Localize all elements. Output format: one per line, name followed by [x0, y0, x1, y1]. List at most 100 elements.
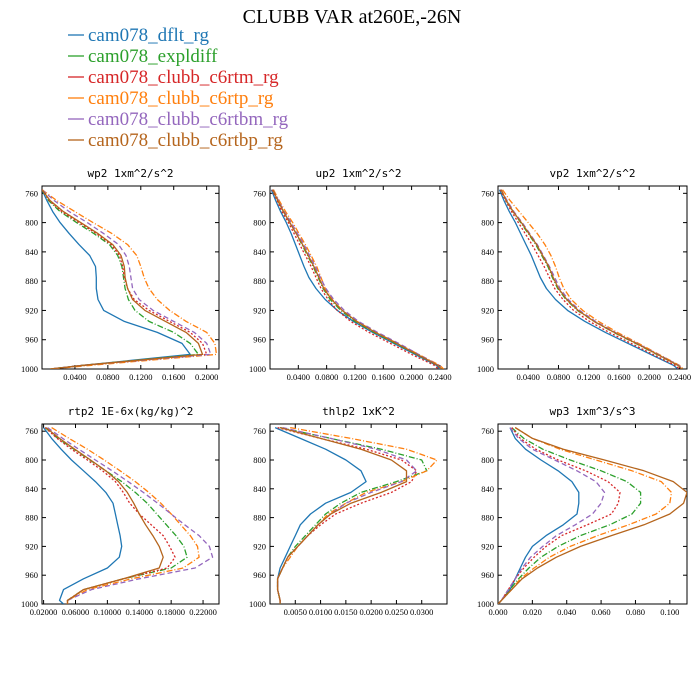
x-tick-label: 0.0400: [63, 372, 86, 382]
x-tick-label: 0.1600: [372, 372, 395, 382]
y-tick-label: 960: [253, 335, 266, 345]
series-line: [499, 189, 680, 369]
chart-panel: rtp2 1E-6x(kg/kg)^2 760 800 840 880 920 960 100…: [21, 405, 220, 617]
series-line: [498, 427, 621, 604]
y-tick-label: 840: [25, 484, 38, 494]
x-tick-label: 0.2400: [668, 372, 691, 382]
x-tick-label: 0.22000: [189, 607, 217, 617]
series-line: [44, 427, 188, 604]
x-tick-label: 0.0200: [359, 607, 382, 617]
x-tick-label: 0.1200: [577, 372, 600, 382]
y-tick-label: 800: [481, 455, 494, 465]
x-tick-label: 0.18000: [157, 607, 185, 617]
y-tick-label: 760: [25, 426, 38, 436]
y-tick-label: 800: [253, 218, 266, 228]
x-tick-label: 0.100: [660, 607, 679, 617]
x-tick-label: 0.2400: [428, 372, 451, 382]
x-tick-label: 0.0100: [309, 607, 332, 617]
x-tick-label: 0.1200: [129, 372, 152, 382]
series-line: [276, 426, 428, 604]
series-line: [498, 427, 673, 604]
axes-frame: [269, 185, 448, 370]
series-line: [271, 189, 439, 369]
series-line: [498, 427, 580, 604]
series-line: [498, 427, 642, 604]
x-tick-label: 0.06000: [62, 607, 90, 617]
chart-panel: vp2 1xm^2/s^2 760 800 840 880 920 960 1000 0.040…: [477, 167, 691, 382]
x-tick-label: 0.2000: [400, 372, 423, 382]
y-tick-label: 1000: [21, 599, 38, 609]
y-tick-label: 800: [481, 218, 494, 228]
series-line: [272, 189, 443, 369]
y-tick-label: 840: [481, 247, 494, 257]
x-tick-label: 0.1600: [607, 372, 630, 382]
x-tick-label: 0.020: [523, 607, 542, 617]
x-tick-label: 0.0400: [287, 372, 310, 382]
x-tick-label: 0.000: [488, 607, 507, 617]
panel-title: wp3 1xm^3/s^3: [549, 405, 635, 418]
panel-title: rtp2 1E-6x(kg/kg)^2: [68, 405, 194, 418]
series-line: [270, 189, 441, 369]
series-line: [498, 427, 687, 604]
x-tick-label: 0.080: [626, 607, 645, 617]
x-tick-label: 0.0300: [410, 607, 433, 617]
x-tick-label: 0.0800: [96, 372, 119, 382]
y-tick-label: 880: [253, 513, 266, 523]
figure-title: CLUBB VAR at260E,-26N: [243, 6, 462, 28]
series-line: [47, 427, 214, 604]
y-tick-label: 840: [253, 484, 266, 494]
y-tick-label: 920: [253, 305, 266, 315]
y-tick-label: 920: [481, 305, 494, 315]
x-tick-label: 0.02000: [30, 607, 58, 617]
x-tick-label: 0.2000: [638, 372, 661, 382]
y-tick-label: 840: [481, 484, 494, 494]
y-tick-label: 880: [25, 276, 38, 286]
y-tick-label: 880: [25, 513, 38, 523]
series-line: [276, 426, 408, 604]
axes-frame: [269, 423, 448, 605]
series-line: [272, 189, 442, 369]
y-tick-label: 800: [253, 455, 266, 465]
y-tick-label: 1000: [477, 364, 494, 374]
x-tick-label: 0.0800: [315, 372, 338, 382]
x-tick-label: 0.2000: [195, 372, 218, 382]
x-tick-label: 0.060: [592, 607, 611, 617]
x-tick-label: 0.0250: [385, 607, 408, 617]
series-line: [276, 426, 418, 604]
y-tick-label: 960: [481, 570, 494, 580]
legend-entry: cam078_clubb_c6rtm_rg: [88, 67, 279, 88]
panel-title: vp2 1xm^2/s^2: [549, 167, 635, 180]
x-tick-label: 0.1200: [343, 372, 366, 382]
x-tick-label: 0.14000: [125, 607, 153, 617]
legend-entry: cam078_clubb_c6rtbp_rg: [88, 130, 283, 151]
y-tick-label: 760: [253, 426, 266, 436]
chart-panel: wp2 1xm^2/s^2 760 800 840 880 920 960 1000 0.040…: [21, 167, 220, 382]
y-tick-label: 800: [25, 455, 38, 465]
y-tick-label: 960: [25, 335, 38, 345]
x-tick-label: 0.040: [557, 607, 576, 617]
series-line: [42, 189, 208, 369]
series-line: [498, 427, 606, 604]
y-tick-label: 760: [481, 426, 494, 436]
y-tick-label: 1000: [21, 364, 38, 374]
x-tick-label: 0.0800: [547, 372, 570, 382]
series-line: [501, 189, 684, 369]
y-tick-label: 920: [25, 305, 38, 315]
series-line: [42, 189, 218, 369]
y-tick-label: 920: [481, 541, 494, 551]
y-tick-label: 960: [481, 335, 494, 345]
panels-grid: wp2 1xm^2/s^2 760 800 840 880 920 960 1000 0.040…: [21, 167, 691, 617]
series-line: [42, 189, 212, 369]
series-line: [45, 427, 164, 604]
series-line: [498, 189, 679, 369]
y-tick-label: 840: [25, 247, 38, 257]
panel-title: up2 1xm^2/s^2: [315, 167, 401, 180]
axes-frame: [497, 185, 688, 370]
series-line: [44, 427, 176, 604]
series-line: [272, 189, 442, 369]
x-tick-label: 0.10000: [94, 607, 122, 617]
panel-title: thlp2 1xK^2: [322, 405, 395, 418]
legend: cam078_dflt_rgcam078_expldiffcam078_club…: [68, 25, 289, 151]
y-tick-label: 760: [481, 188, 494, 198]
y-tick-label: 840: [253, 247, 266, 257]
